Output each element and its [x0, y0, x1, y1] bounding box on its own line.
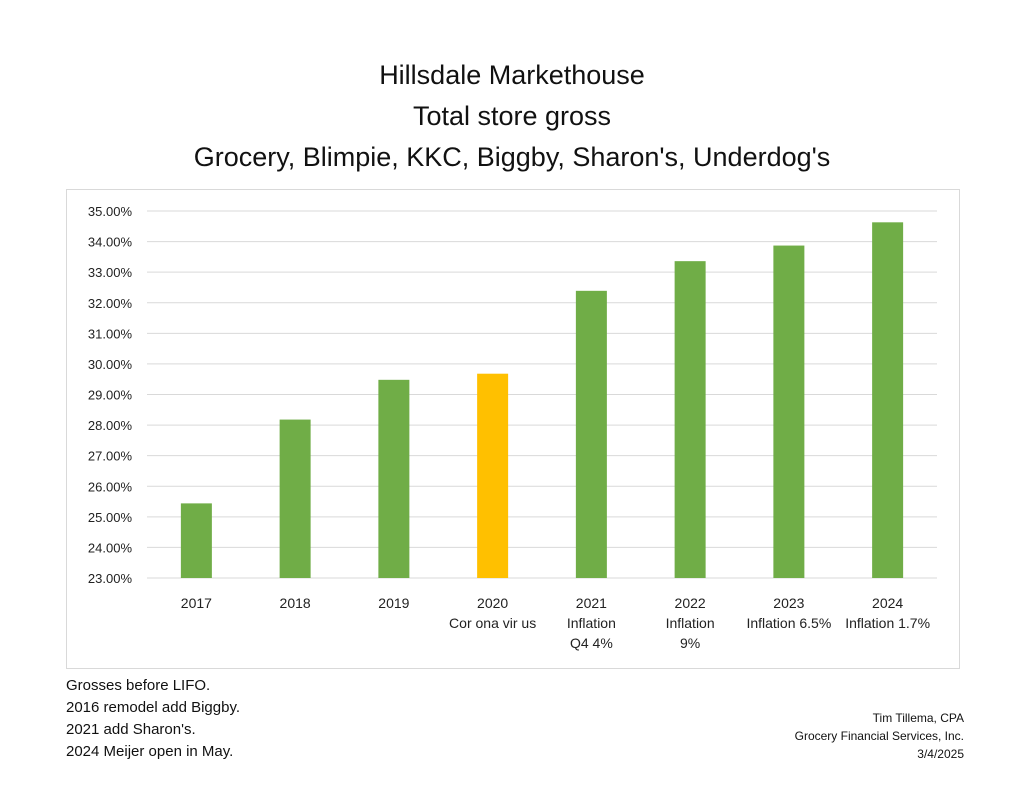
bar-2017 [180, 503, 212, 578]
x-tick-label: 2023 [773, 595, 804, 611]
y-tick-label: 34.00% [88, 235, 133, 250]
y-tick-label: 27.00% [88, 449, 133, 464]
x-tick-label: 9% [680, 635, 700, 651]
chart-frame [66, 189, 960, 669]
chart-title-line-1: Hillsdale Markethouse [379, 60, 645, 90]
x-tick-label: 2017 [181, 595, 212, 611]
bar-2022 [674, 261, 706, 578]
note-4: 2024 Meijer open in May. [66, 743, 234, 760]
signature-date: 3/4/2025 [917, 747, 964, 761]
y-tick-label: 30.00% [88, 357, 133, 372]
note-2: 2016 remodel add Biggby. [66, 699, 241, 716]
x-tick-label: Inflation [666, 615, 715, 631]
note-1: Grosses before LIFO. [66, 677, 211, 694]
y-tick-label: 32.00% [88, 296, 133, 311]
x-tick-label: 2018 [280, 595, 311, 611]
signature-name: Tim Tillema, CPA [872, 711, 964, 725]
x-tick-label: 2022 [675, 595, 706, 611]
bar-2020 [477, 373, 509, 578]
bar-2019 [378, 379, 410, 578]
y-tick-label: 26.00% [88, 479, 133, 494]
y-tick-label: 28.00% [88, 418, 133, 433]
chart-title-line-2: Total store gross [412, 101, 612, 131]
y-tick-label: 33.00% [88, 265, 133, 280]
y-tick-label: 31.00% [88, 326, 133, 341]
x-tick-label: 2019 [378, 595, 409, 611]
x-tick-label: Inflation 6.5% [746, 615, 831, 631]
x-tick-label: 2024 [872, 595, 903, 611]
x-tick-label: Inflation 1.7% [845, 615, 930, 631]
x-tick-label: Inflation [567, 615, 616, 631]
x-tick-label: Cor ona vir us [449, 615, 536, 631]
x-tick-label: Q4 4% [570, 635, 613, 651]
y-tick-label: 24.00% [88, 540, 133, 555]
bar-2023 [773, 245, 805, 578]
bar-2018 [279, 419, 311, 578]
chart-title-line-3: Grocery, Blimpie, KKC, Biggby, Sharon's,… [193, 142, 831, 172]
x-tick-label: 2020 [477, 595, 508, 611]
bar-2021 [575, 290, 607, 578]
note-3: 2021 add Sharon's. [66, 721, 196, 738]
y-tick-label: 35.00% [88, 204, 133, 219]
signature-company: Grocery Financial Services, Inc. [794, 729, 964, 743]
y-tick-label: 29.00% [88, 388, 133, 403]
x-tick-label: 2021 [576, 595, 607, 611]
y-tick-label: 23.00% [88, 571, 133, 586]
y-tick-label: 25.00% [88, 510, 133, 525]
bar-2024 [872, 222, 904, 578]
